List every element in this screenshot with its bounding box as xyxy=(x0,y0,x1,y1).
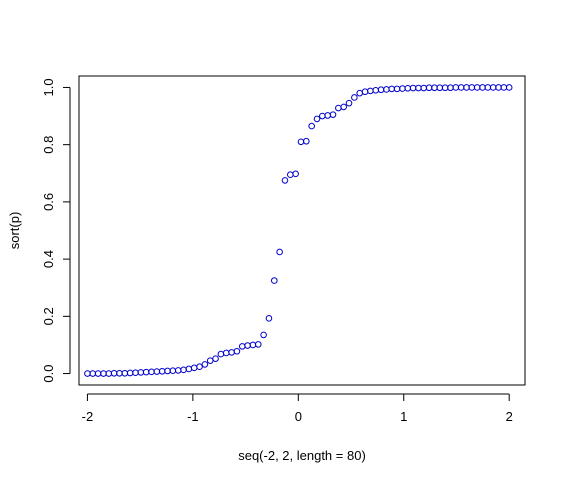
data-point xyxy=(212,355,219,362)
data-point xyxy=(249,341,257,349)
y-axis-title: sort(p) xyxy=(7,212,22,250)
data-point xyxy=(180,366,187,374)
data-point xyxy=(441,84,449,92)
data-point xyxy=(222,349,230,357)
data-point xyxy=(164,367,171,375)
data-point xyxy=(340,103,347,111)
data-point xyxy=(335,104,342,112)
data-point xyxy=(436,84,444,92)
data-point xyxy=(270,277,278,284)
x-tick-label: 2 xyxy=(506,409,513,424)
data-point xyxy=(260,331,267,339)
y-tick-label: 0.6 xyxy=(41,193,56,211)
data-point xyxy=(116,369,123,377)
data-point xyxy=(351,94,358,101)
data-point xyxy=(345,99,353,107)
data-point xyxy=(313,115,321,123)
data-point xyxy=(468,84,476,91)
data-point xyxy=(169,367,177,374)
x-axis-title: seq(-2, 2, length = 80) xyxy=(238,448,366,463)
data-point xyxy=(287,171,294,179)
data-point xyxy=(500,84,508,91)
data-point xyxy=(399,85,406,92)
data-point xyxy=(276,248,283,256)
data-point xyxy=(153,368,161,375)
data-point xyxy=(415,84,422,92)
data-point xyxy=(484,84,492,91)
data-point xyxy=(457,84,465,91)
data-point xyxy=(89,370,97,377)
data-point xyxy=(100,370,107,377)
data-point xyxy=(425,84,433,92)
data-point xyxy=(132,369,139,376)
data-point xyxy=(126,369,134,377)
data-point xyxy=(505,84,513,91)
plot-frame xyxy=(78,75,526,386)
data-point xyxy=(377,86,385,94)
data-point xyxy=(447,84,454,92)
y-tick-label: 0.4 xyxy=(41,250,56,268)
data-point xyxy=(308,122,315,130)
data-point xyxy=(217,350,225,358)
data-point xyxy=(479,84,486,91)
data-point xyxy=(244,342,251,349)
data-point xyxy=(121,369,129,377)
data-point xyxy=(185,365,193,373)
data-point xyxy=(206,357,214,364)
data-point xyxy=(158,367,166,375)
data-point xyxy=(190,364,198,372)
x-tick-label: -2 xyxy=(82,409,94,424)
data-point xyxy=(452,84,460,91)
data-point xyxy=(404,85,412,92)
y-tick-label: 0.8 xyxy=(41,136,56,154)
data-point xyxy=(329,111,337,118)
data-point xyxy=(463,84,470,91)
data-point xyxy=(383,86,390,93)
data-point xyxy=(148,368,155,376)
data-point xyxy=(420,84,428,92)
data-points xyxy=(84,84,513,377)
x-tick-label: -1 xyxy=(187,409,199,424)
data-point xyxy=(105,370,113,377)
data-point xyxy=(372,87,380,94)
data-point xyxy=(265,315,273,322)
data-point xyxy=(84,370,91,377)
data-point xyxy=(110,369,118,377)
y-tick-label: 0.2 xyxy=(41,307,56,325)
data-point xyxy=(142,368,150,376)
data-point xyxy=(489,84,497,91)
x-axis: -2 -1 0 1 2 xyxy=(82,393,513,424)
data-point xyxy=(228,349,235,356)
data-point xyxy=(431,84,438,92)
data-point xyxy=(201,361,209,368)
data-point xyxy=(238,343,246,350)
data-point xyxy=(137,369,145,376)
x-tick-label: 0 xyxy=(295,409,302,424)
data-point xyxy=(367,87,374,95)
data-point xyxy=(361,88,369,96)
y-axis: 0.0 0.2 0.4 0.6 0.8 1.0 xyxy=(41,78,71,383)
data-point xyxy=(319,112,326,120)
data-point xyxy=(292,170,299,178)
y-tick-label: 0.0 xyxy=(41,365,56,383)
data-point xyxy=(356,89,364,97)
x-tick-label: 1 xyxy=(400,409,407,424)
data-point xyxy=(388,85,396,93)
data-point xyxy=(196,363,203,370)
data-point xyxy=(281,177,289,184)
data-point xyxy=(94,370,102,377)
data-point xyxy=(393,85,401,93)
data-point xyxy=(303,137,310,145)
data-point xyxy=(473,84,481,91)
data-point xyxy=(174,367,182,374)
data-point xyxy=(297,138,305,146)
data-point xyxy=(254,341,262,348)
data-point xyxy=(233,347,241,355)
data-point xyxy=(495,84,502,91)
y-tick-label: 1.0 xyxy=(41,78,56,96)
data-point xyxy=(324,112,331,119)
data-point xyxy=(409,84,417,92)
